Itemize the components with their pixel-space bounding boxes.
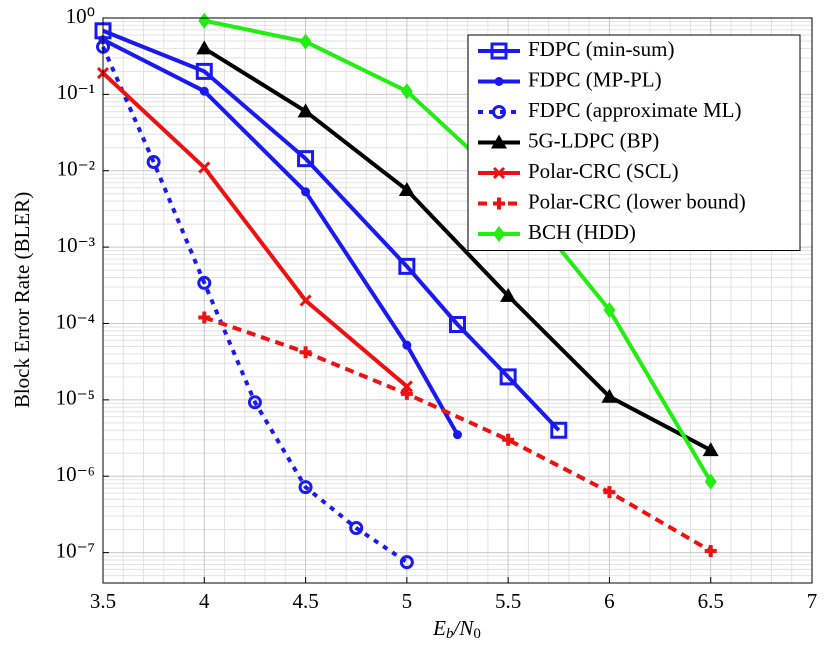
marker xyxy=(399,555,414,570)
marker xyxy=(502,433,515,446)
series-line xyxy=(102,37,460,436)
x-label-part: /N xyxy=(452,616,474,640)
x-tick-label: 4.5 xyxy=(292,589,318,613)
series-line xyxy=(203,46,712,452)
marker xyxy=(299,33,312,50)
x-label-part: E xyxy=(432,616,446,640)
marker xyxy=(402,340,412,350)
marker xyxy=(490,42,508,60)
series-line xyxy=(102,28,561,432)
y-tick-label: 10⁻⁴ xyxy=(56,309,95,333)
marker xyxy=(453,430,462,440)
marker xyxy=(494,77,504,86)
series-line xyxy=(101,45,408,564)
marker xyxy=(493,197,505,210)
legend-box xyxy=(467,34,801,251)
y-tick-label: 10⁻² xyxy=(57,157,95,181)
x-tick-label: 6.5 xyxy=(698,589,724,613)
marker xyxy=(603,302,616,319)
y-axis-label: Block Error Rate (BLER) xyxy=(10,192,34,408)
marker xyxy=(199,86,209,96)
x-tick-label: 5.5 xyxy=(495,589,521,613)
marker xyxy=(198,12,211,29)
x-tick-label: 6 xyxy=(604,589,615,613)
marker xyxy=(493,226,505,242)
marker xyxy=(195,62,213,80)
marker xyxy=(603,486,616,499)
marker xyxy=(299,294,312,307)
series-line xyxy=(101,71,409,388)
marker xyxy=(297,103,314,118)
marker xyxy=(449,316,466,334)
marker xyxy=(301,187,311,197)
legend-label: FDPC (approximate ML) xyxy=(528,98,741,122)
marker xyxy=(197,275,212,290)
x-label-part: b xyxy=(446,626,454,642)
series-line xyxy=(203,18,713,483)
marker xyxy=(298,480,313,495)
marker xyxy=(398,181,415,196)
marker xyxy=(198,311,211,324)
legend-label: BCH (HDD) xyxy=(528,220,636,244)
marker xyxy=(297,150,315,168)
marker xyxy=(247,395,262,410)
marker xyxy=(299,346,312,359)
marker xyxy=(196,40,213,55)
marker xyxy=(492,105,506,119)
marker xyxy=(500,287,517,302)
y-tick-label: 10⁻¹ xyxy=(57,80,95,104)
y-tick-label: 10⁻⁵ xyxy=(56,386,95,410)
marker xyxy=(349,520,364,535)
marker xyxy=(499,368,517,386)
marker xyxy=(398,257,416,275)
series-line xyxy=(203,315,712,553)
marker xyxy=(400,83,413,100)
marker xyxy=(400,380,413,393)
x-tick-label: 3.5 xyxy=(90,589,116,613)
legend-label: 5G-LDPC (BP) xyxy=(528,128,659,152)
x-tick-label: 5 xyxy=(402,589,413,613)
marker xyxy=(400,387,413,400)
marker xyxy=(704,544,717,557)
marker xyxy=(702,442,719,457)
marker xyxy=(146,155,161,170)
legend: FDPC (min-sum) FDPC (MP-PL) FDPC (approxim… xyxy=(467,34,801,251)
y-tick-label: 10⁻⁶ xyxy=(56,462,95,486)
y-tick-label: 10⁻³ xyxy=(57,233,95,257)
marker xyxy=(550,421,568,439)
x-tick-label: 4 xyxy=(199,589,210,613)
marker xyxy=(601,388,618,403)
y-tick-label: 10⁻⁷ xyxy=(56,538,95,562)
x-tick-label: 7 xyxy=(807,589,818,613)
legend-label: Polar-CRC (SCL) xyxy=(528,159,679,183)
y-tick-label: 10⁰ xyxy=(66,4,95,28)
marker xyxy=(198,161,211,174)
x-axis-label: Eb/N0 xyxy=(432,616,481,643)
marker xyxy=(492,166,506,180)
legend-label: FDPC (min-sum) xyxy=(528,37,674,61)
marker xyxy=(491,134,507,149)
legend-label: Polar-CRC (lower bound) xyxy=(528,189,746,213)
marker xyxy=(704,473,717,490)
plot-frame xyxy=(102,17,813,584)
x-label-part: 0 xyxy=(473,626,481,642)
legend-label: FDPC (MP-PL) xyxy=(528,67,662,91)
